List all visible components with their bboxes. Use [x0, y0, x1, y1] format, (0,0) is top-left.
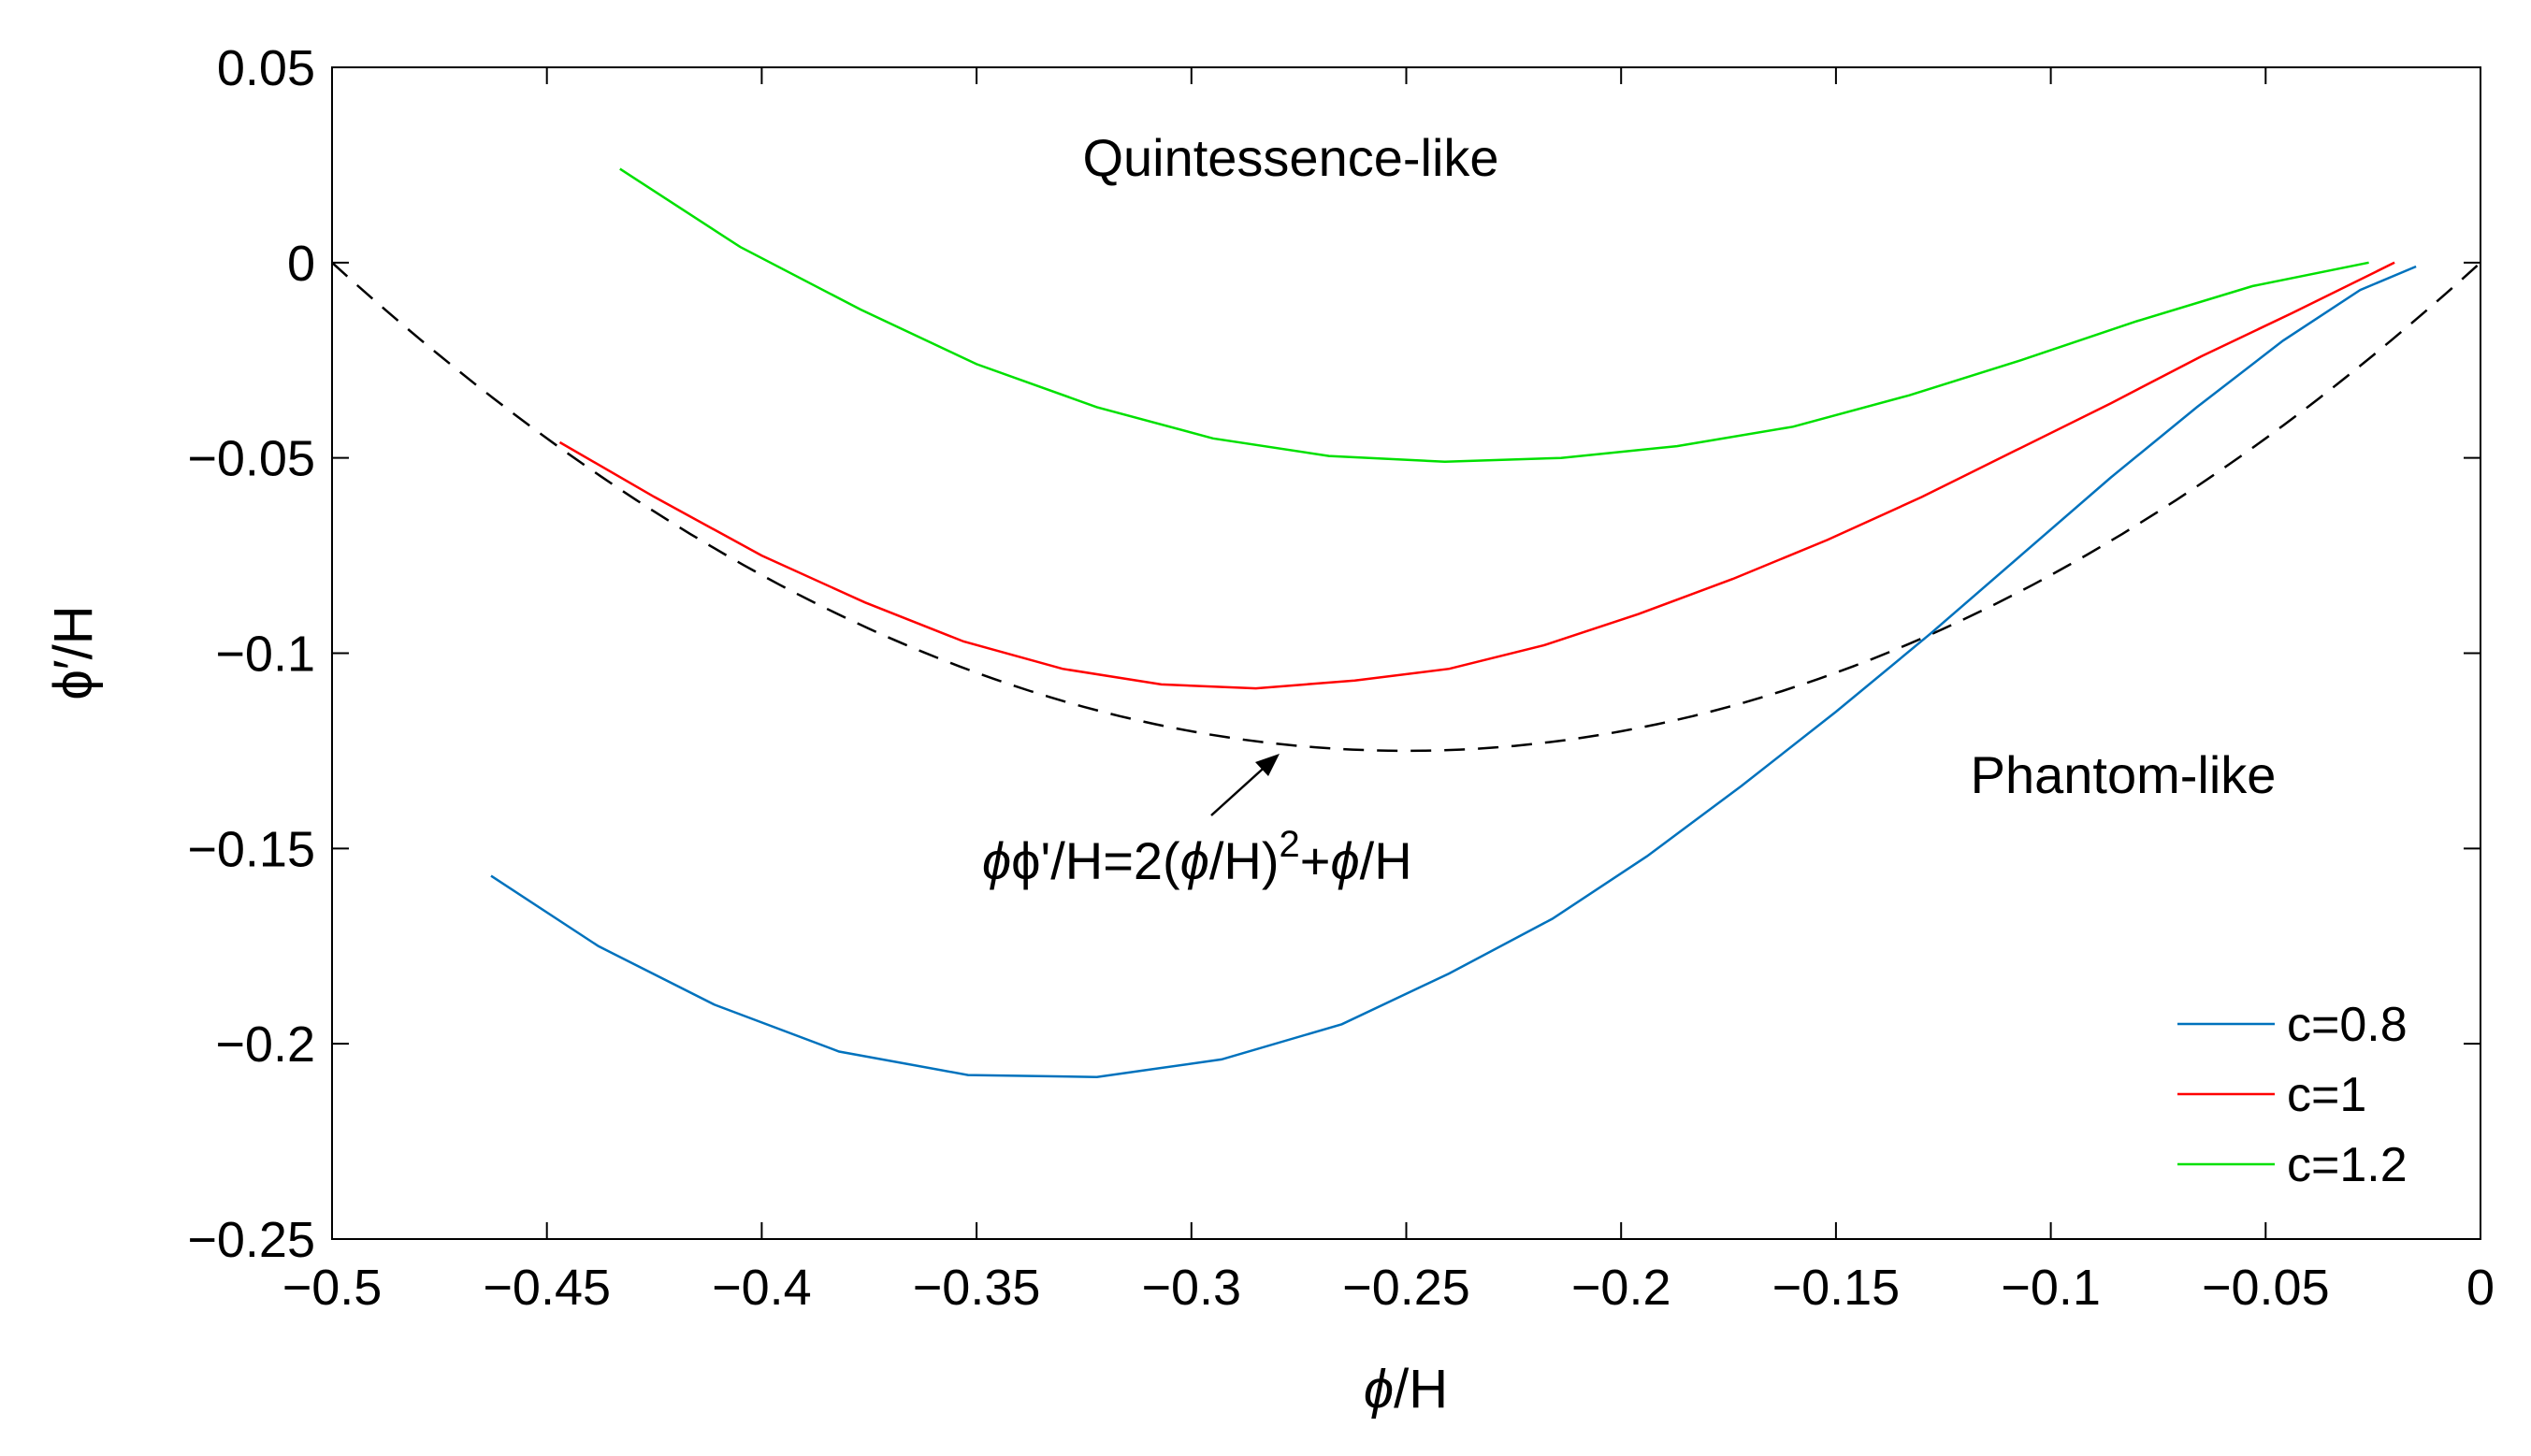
y-tick-label: 0.05 [217, 40, 315, 96]
quintessence-label: Quintessence-like [1082, 128, 1498, 187]
y-axis-label: ϕ′/H [43, 605, 104, 699]
x-axis-ticks: −0.5 −0.45 −0.4 −0.35 −0.3 −0.25 −0.2 −0.15 −0.1… [282, 67, 2495, 1316]
x-tick-label: −0.1 [2001, 1260, 2101, 1316]
series-line-c-1.2 [619, 167, 2369, 464]
x-tick-label: −0.15 [1772, 1260, 1901, 1316]
reference-curve [331, 261, 2481, 753]
y-tick-label: 0 [287, 236, 315, 292]
x-axis-label: ϕ/H [1364, 1359, 1448, 1420]
annotation-arrowhead [1255, 754, 1280, 776]
y-tick-label: −0.25 [187, 1212, 315, 1268]
y-axis-ticks: 0.05 0 −0.05 −0.1 −0.15 −0.2 −0.25 [187, 40, 2480, 1268]
x-tick-label: −0.35 [913, 1260, 1041, 1316]
annotation-arrow-shaft [1210, 761, 1271, 816]
legend-label-c-0.8: c=0.8 [2287, 998, 2408, 1052]
equation-label: ϕϕ'/H=2(ϕ/H)2+ϕ/H [982, 824, 1412, 890]
legend: c=0.8 c=1 c=1.2 [2177, 998, 2408, 1192]
x-tick-label: −0.5 [282, 1260, 383, 1316]
x-tick-label: −0.05 [2202, 1260, 2330, 1316]
equation-annotation: ϕϕ'/H=2(ϕ/H)2+ϕ/H [982, 754, 1412, 890]
x-tick-label: −0.4 [712, 1260, 812, 1316]
x-tick-label: 0 [2466, 1260, 2495, 1316]
y-tick-label: −0.1 [215, 627, 315, 683]
x-tick-label: −0.2 [1571, 1260, 1671, 1316]
x-tick-label: −0.3 [1141, 1260, 1241, 1316]
phantom-label: Phantom-like [1971, 745, 2277, 804]
series-line-c-1 [558, 261, 2395, 690]
equation-part-1: ϕ'/H=2( [1011, 831, 1180, 890]
y-tick-label: −0.05 [187, 431, 315, 487]
y-tick-label: −0.15 [187, 821, 315, 877]
legend-label-c-1: c=1 [2287, 1068, 2366, 1122]
x-tick-label: −0.25 [1342, 1260, 1470, 1316]
legend-label-c-1.2: c=1.2 [2287, 1138, 2408, 1192]
y-tick-label: −0.2 [215, 1016, 315, 1073]
series-line-c-0.8 [490, 265, 2417, 1078]
x-tick-label: −0.45 [483, 1260, 611, 1316]
